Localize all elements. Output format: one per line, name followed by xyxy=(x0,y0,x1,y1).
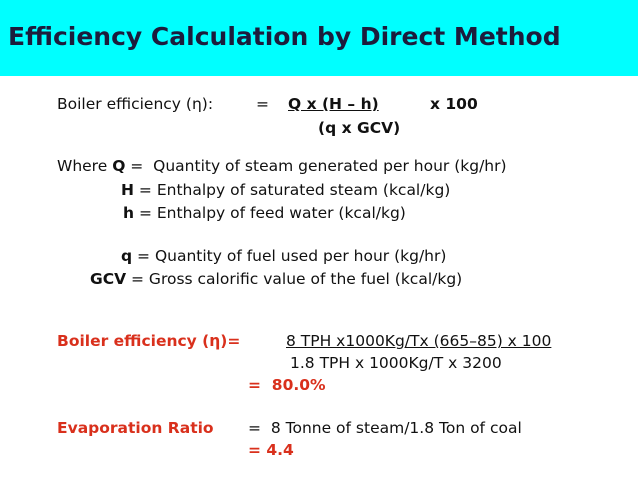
calculation-label: Boiler efficiency (η)= xyxy=(57,332,241,350)
definition-symbol: Q xyxy=(112,157,126,175)
definition-symbol: GCV xyxy=(90,270,127,288)
calculation-result: = 80.0% xyxy=(248,376,326,394)
definition-symbol: h xyxy=(123,204,135,222)
formula-numerator: Q x (H – h) xyxy=(288,95,379,113)
definition-text: = Enthalpy of feed water (kcal/kg) xyxy=(134,204,406,222)
definition: q = Quantity of fuel used per hour (kg/h… xyxy=(121,246,446,266)
definition: h = Enthalpy of feed water (kcal/kg) xyxy=(123,203,406,223)
definition-text: = Gross calorific value of the fuel (kca… xyxy=(126,270,463,288)
definition-text: = Quantity of steam generated per hour (… xyxy=(125,157,507,175)
slide-title: Efficiency Calculation by Direct Method xyxy=(8,22,561,51)
formula-label: Boiler efficiency (η): xyxy=(57,95,214,113)
formula-equals: = xyxy=(256,95,269,113)
definition-symbol: q xyxy=(121,247,133,265)
definition: GCV = Gross calorific value of the fuel … xyxy=(90,269,462,289)
evaporation-result: = 4.4 xyxy=(248,441,294,459)
header-band: Efficiency Calculation by Direct Method xyxy=(0,0,638,76)
definition-symbol: H xyxy=(121,181,134,199)
evaporation-expression: = 8 Tonne of steam/1.8 Ton of coal xyxy=(248,419,522,437)
definition-text: = Enthalpy of saturated steam (kcal/kg) xyxy=(133,181,451,199)
definition-prefix: Where xyxy=(57,157,113,175)
definition-text: = Quantity of fuel used per hour (kg/hr) xyxy=(132,247,447,265)
calculation-denominator: 1.8 TPH x 1000Kg/T x 3200 xyxy=(290,354,502,372)
calculation-numerator: 8 TPH x1000Kg/Tx (665–85) x 100 xyxy=(286,332,552,350)
definition: H = Enthalpy of saturated steam (kcal/kg… xyxy=(121,180,450,200)
formula-denominator: (q x GCV) xyxy=(318,119,401,137)
definition: Where Q = Quantity of steam generated pe… xyxy=(57,156,507,176)
formula-multiplier: x 100 xyxy=(430,95,478,113)
evaporation-label: Evaporation Ratio xyxy=(57,419,214,437)
